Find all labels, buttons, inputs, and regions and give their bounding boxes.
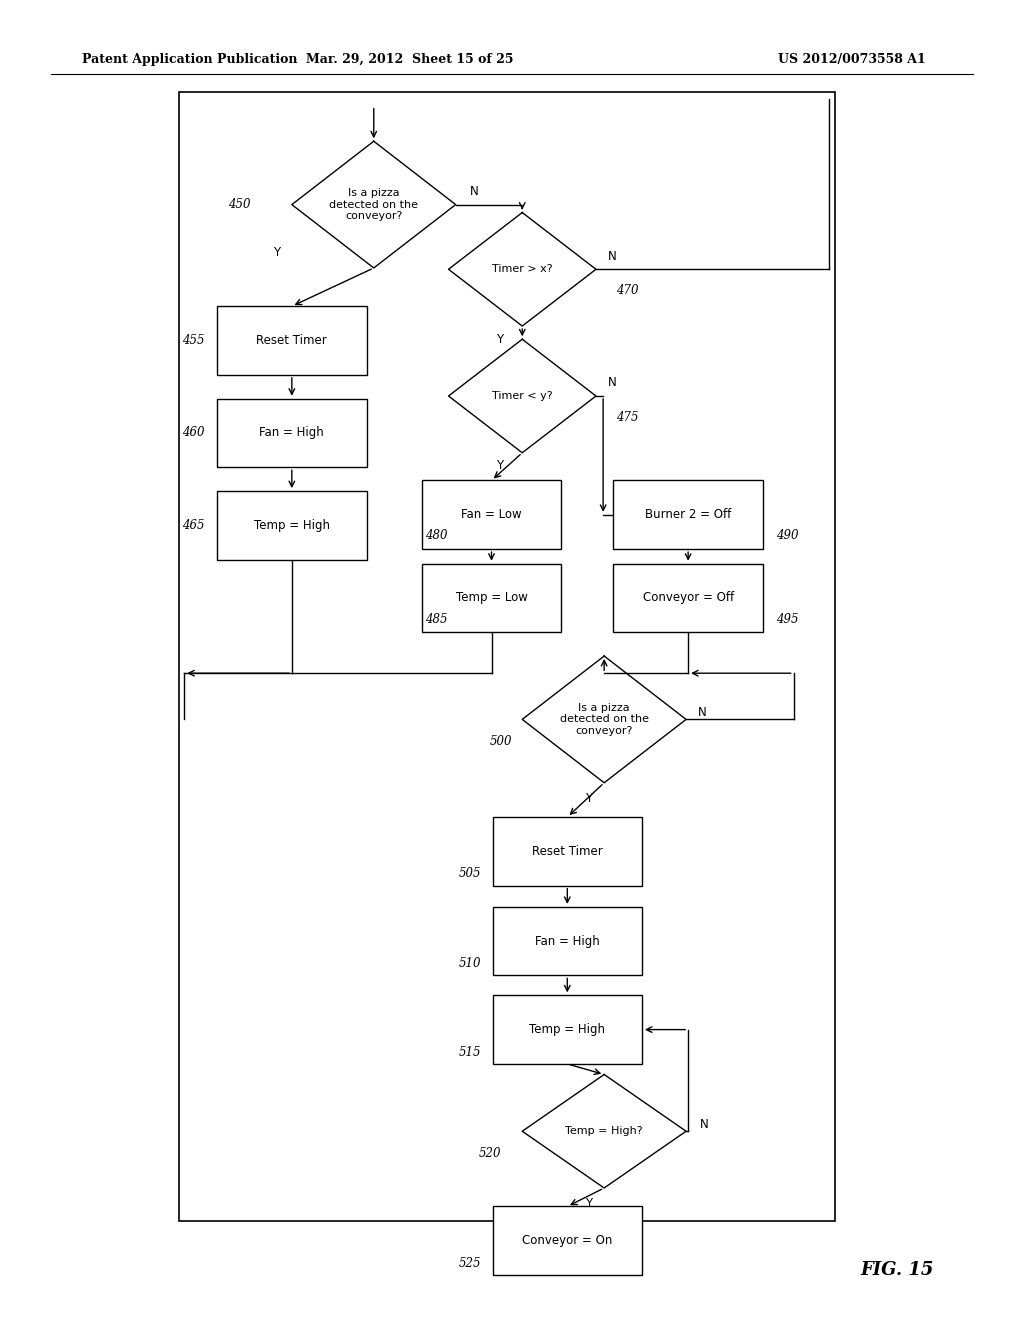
Text: Reset Timer: Reset Timer [256,334,328,347]
Bar [613,480,763,549]
Text: 460: 460 [182,426,205,440]
Text: Y: Y [586,1197,592,1210]
Text: Y: Y [497,459,503,473]
Text: 465: 465 [182,519,205,532]
Text: 495: 495 [776,612,799,626]
Text: 520: 520 [479,1147,502,1160]
Text: FIG. 15: FIG. 15 [860,1261,934,1279]
Text: N: N [698,706,707,719]
Polygon shape [292,141,456,268]
Bar [613,564,763,632]
Text: US 2012/0073558 A1: US 2012/0073558 A1 [778,53,926,66]
Text: 470: 470 [616,284,639,297]
Text: Reset Timer: Reset Timer [531,845,603,858]
Bar [493,1206,642,1275]
Bar [179,92,835,1221]
Bar [422,480,561,549]
Text: Temp = High?: Temp = High? [565,1126,643,1137]
Bar [217,399,367,467]
Text: N: N [608,249,616,263]
Text: N: N [608,376,616,389]
Bar [217,306,367,375]
Text: 485: 485 [425,612,447,626]
Bar [217,491,367,560]
Text: Timer < y?: Timer < y? [492,391,553,401]
Text: 515: 515 [459,1045,481,1059]
Polygon shape [522,656,686,783]
Bar [493,907,642,975]
Text: Temp = High: Temp = High [254,519,330,532]
Text: Y: Y [273,246,280,259]
Text: Conveyor = Off: Conveyor = Off [643,591,733,605]
Text: Timer > x?: Timer > x? [492,264,553,275]
Text: Fan = High: Fan = High [259,426,325,440]
Text: N: N [700,1118,709,1131]
Text: Temp = High: Temp = High [529,1023,605,1036]
Bar [493,817,642,886]
Text: N: N [470,185,478,198]
Text: 525: 525 [459,1257,481,1270]
Polygon shape [449,213,596,326]
Text: Is a pizza
detected on the
conveyor?: Is a pizza detected on the conveyor? [560,702,648,737]
Text: 490: 490 [776,529,799,543]
Text: 510: 510 [459,957,481,970]
Text: 500: 500 [489,735,512,748]
Text: 475: 475 [616,411,639,424]
Text: Conveyor = On: Conveyor = On [522,1234,612,1247]
Text: Is a pizza
detected on the
conveyor?: Is a pizza detected on the conveyor? [330,187,418,222]
Polygon shape [449,339,596,453]
Text: 480: 480 [425,529,447,543]
Text: 450: 450 [228,198,251,211]
Bar [493,995,642,1064]
Text: Patent Application Publication: Patent Application Publication [82,53,297,66]
Text: Burner 2 = Off: Burner 2 = Off [645,508,731,521]
Text: Temp = Low: Temp = Low [456,591,527,605]
Bar [422,564,561,632]
Text: Fan = High: Fan = High [535,935,600,948]
Text: Y: Y [497,333,503,346]
Text: Y: Y [586,792,592,805]
Polygon shape [522,1074,686,1188]
Text: 505: 505 [459,867,481,880]
Text: 455: 455 [182,334,205,347]
Text: Mar. 29, 2012  Sheet 15 of 25: Mar. 29, 2012 Sheet 15 of 25 [306,53,513,66]
Text: Fan = Low: Fan = Low [461,508,522,521]
